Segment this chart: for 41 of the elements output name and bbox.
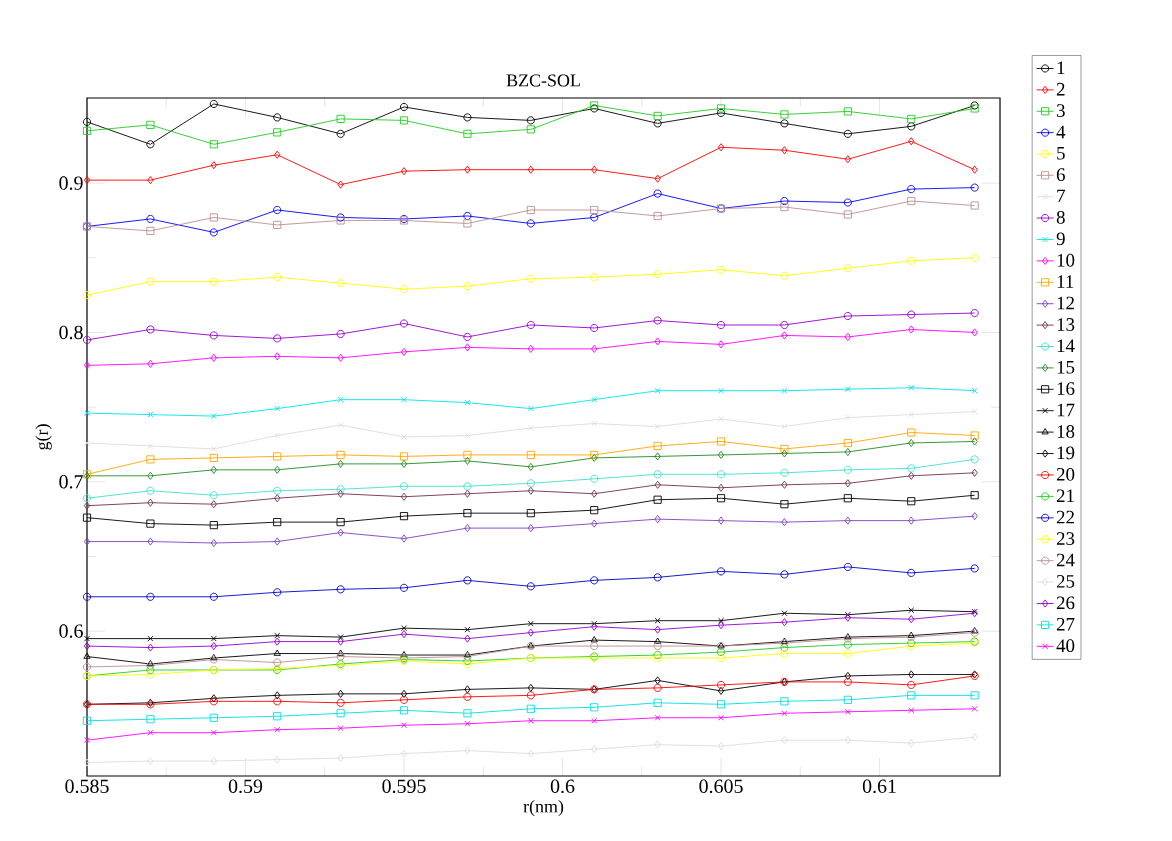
x-axis-title: r(nm) — [523, 799, 564, 817]
legend-label: 5 — [1057, 147, 1065, 160]
x-tick-label: 0.6 — [550, 779, 575, 794]
legend-label: 22 — [1056, 510, 1074, 524]
y-tick-label: 0.6 — [59, 624, 83, 638]
x-tick-label: 0.605 — [699, 779, 743, 794]
legend-label: 4 — [1056, 125, 1066, 139]
y-axis-title: g(r) — [35, 424, 52, 450]
legend-label: 13 — [1057, 318, 1075, 331]
legend-label: 17 — [1057, 403, 1075, 417]
legend-label: 3 — [1056, 104, 1065, 117]
y-tick-label: 0.7 — [59, 475, 83, 489]
legend-label: 14 — [1057, 339, 1075, 353]
legend-label: 9 — [1056, 232, 1065, 246]
y-tick-label: 0.8 — [59, 325, 83, 340]
chart-title: BZC-SOL — [506, 74, 580, 87]
legend-label: 23 — [1056, 532, 1075, 545]
y-tick-label: 0.9 — [59, 176, 83, 190]
legend-label: 27 — [1056, 617, 1075, 631]
x-tick-label: 0.595 — [382, 779, 426, 794]
x-tick-label: 0.59 — [228, 779, 263, 794]
legend-label: 6 — [1056, 168, 1065, 182]
legend-label: 24 — [1056, 553, 1075, 567]
legend-label: 26 — [1056, 596, 1075, 610]
legend-label: 12 — [1057, 296, 1074, 310]
legend-label: 25 — [1056, 575, 1075, 588]
legend-label: 8 — [1056, 210, 1065, 224]
legend-label: 15 — [1057, 360, 1075, 374]
legend-label: 18 — [1057, 425, 1075, 438]
legend-label: 11 — [1057, 275, 1074, 288]
x-tick-label: 0.61 — [862, 779, 896, 794]
legend-label: 16 — [1057, 382, 1075, 395]
legend-label: 21 — [1056, 489, 1074, 502]
legend-label: 20 — [1056, 467, 1075, 481]
legend-label: 40 — [1056, 639, 1075, 653]
x-tick-label: 0.585 — [65, 779, 109, 794]
legend-label: 2 — [1056, 82, 1065, 96]
legend-label: 1 — [1057, 61, 1065, 74]
legend-label: 10 — [1057, 253, 1075, 267]
legend-label: 19 — [1057, 446, 1075, 460]
legend-label: 7 — [1057, 189, 1065, 203]
